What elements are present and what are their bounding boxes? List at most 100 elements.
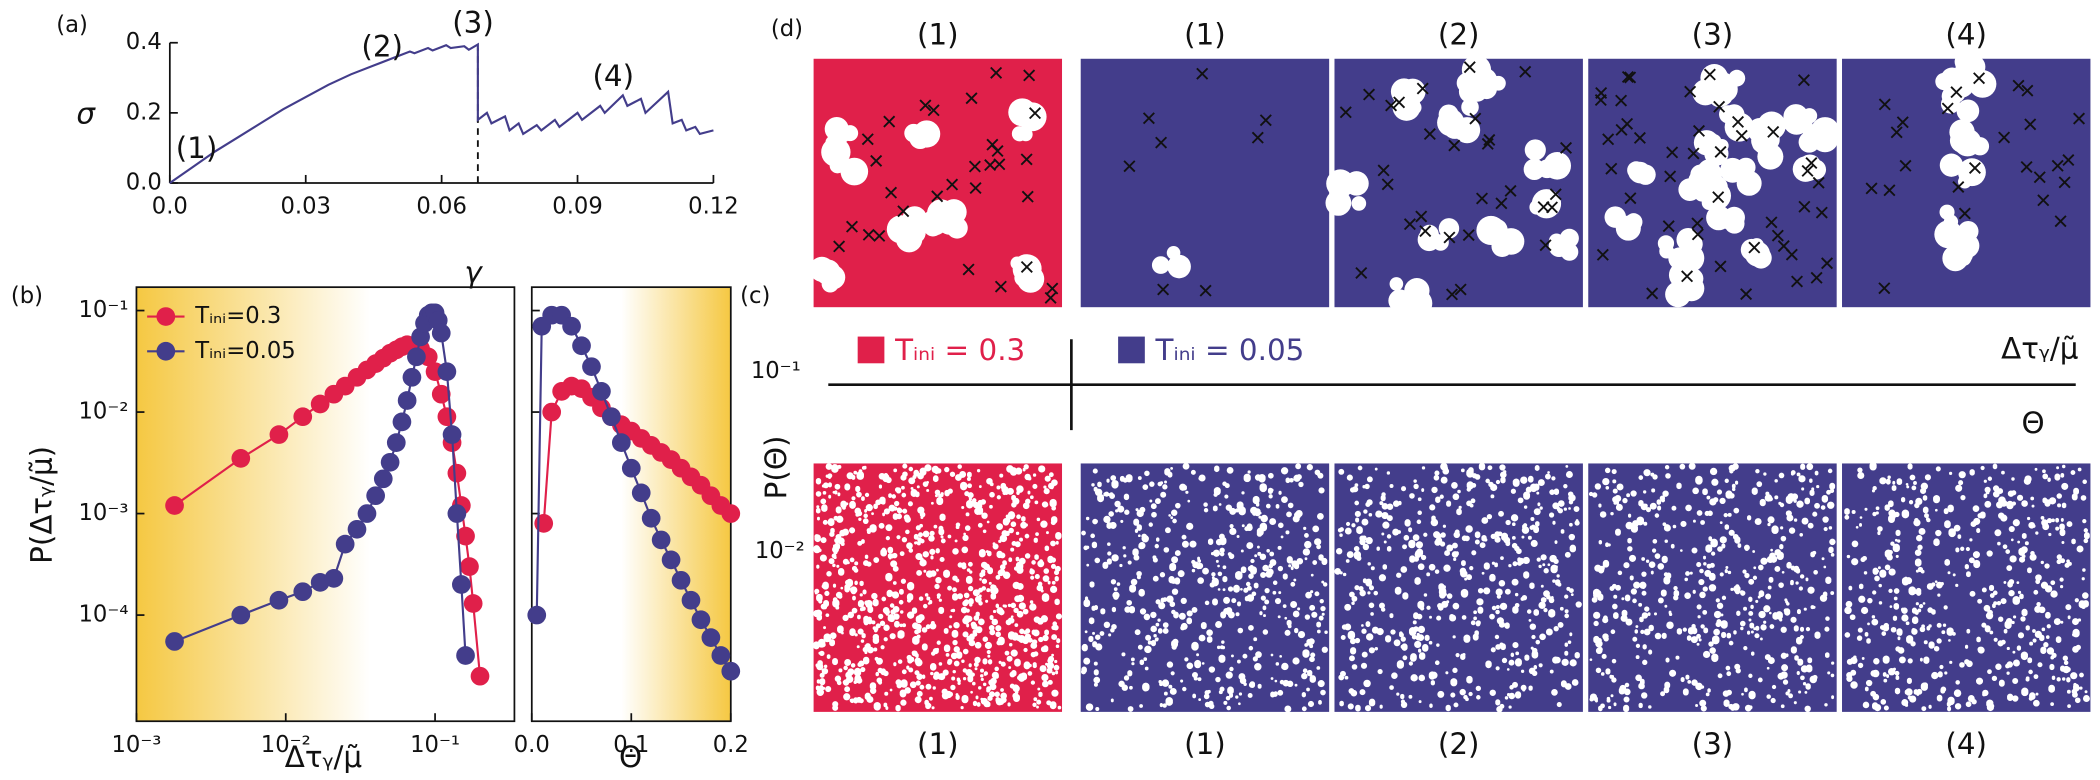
snapshot-void bbox=[1399, 78, 1426, 105]
data-point bbox=[592, 381, 611, 401]
snapshot-cross bbox=[1495, 197, 1508, 210]
snapshot-cross bbox=[1890, 126, 1903, 139]
data-point bbox=[611, 433, 631, 452]
snapshot-void bbox=[1676, 244, 1705, 273]
data-point bbox=[572, 336, 591, 356]
snapshot-cross bbox=[1865, 182, 1878, 195]
data-point bbox=[407, 347, 426, 367]
snapshot-cross bbox=[1416, 82, 1429, 95]
data-point bbox=[357, 504, 377, 523]
data-point bbox=[380, 452, 400, 472]
snapshot-cross bbox=[1259, 114, 1272, 127]
data-point bbox=[402, 367, 422, 387]
legend-label: Tᵢₙᵢ = 0.05 bbox=[1155, 333, 1305, 367]
snapshot-cross bbox=[1805, 157, 1818, 170]
data-point bbox=[442, 425, 462, 444]
data-point bbox=[269, 425, 289, 444]
data-point bbox=[671, 570, 691, 590]
snapshot-void bbox=[1404, 277, 1430, 304]
x-tick-label: 10⁻³ bbox=[111, 732, 161, 758]
snapshot-cross bbox=[1883, 184, 1896, 197]
snapshot-label: (3) bbox=[1692, 727, 1734, 761]
legend-swatch bbox=[1118, 336, 1145, 364]
legend-label: Tᵢₙᵢ=0.3 bbox=[194, 303, 281, 329]
annotation: (1) bbox=[176, 131, 218, 165]
snapshot-cross bbox=[1714, 145, 1727, 158]
snapshot-cross bbox=[1950, 86, 1963, 99]
x-axis-label: Δτᵧ/μ̃ bbox=[285, 740, 362, 774]
snapshot-label: (4) bbox=[1945, 727, 1987, 761]
snapshot-void bbox=[1523, 158, 1546, 181]
snapshot-cross bbox=[1798, 200, 1811, 213]
snapshot-void bbox=[1724, 213, 1745, 234]
data-point bbox=[231, 605, 251, 625]
snapshot-cross bbox=[2021, 84, 2034, 97]
snapshot-cross bbox=[2058, 176, 2071, 189]
data-point bbox=[651, 530, 671, 550]
snapshot-cross bbox=[1363, 88, 1376, 101]
legend-marker bbox=[156, 307, 176, 326]
snapshot-label: (1) bbox=[917, 727, 959, 761]
data-point bbox=[721, 661, 741, 681]
snapshot-cross bbox=[1423, 128, 1436, 141]
data-point bbox=[452, 575, 471, 594]
snapshot-cross bbox=[1777, 240, 1790, 253]
snapshot-cross bbox=[1801, 164, 1814, 177]
data-point bbox=[701, 628, 721, 647]
snapshot-cross bbox=[1339, 106, 1352, 119]
y-axis-label: P(Θ) bbox=[759, 436, 793, 500]
snapshots bbox=[809, 51, 2091, 713]
snapshot-cross bbox=[1684, 85, 1697, 98]
data-point bbox=[460, 557, 479, 576]
snapshot-cross bbox=[1560, 141, 1573, 154]
snapshot-void bbox=[946, 217, 968, 239]
snapshot-cross bbox=[984, 159, 997, 172]
snapshot-cross bbox=[2073, 112, 2086, 125]
snapshot-label: (3) bbox=[1692, 18, 1734, 52]
y-tick-label: 10⁻¹ bbox=[78, 297, 128, 323]
snapshot-cross bbox=[2024, 118, 2037, 131]
snapshot-void bbox=[1750, 247, 1772, 269]
data-point bbox=[386, 433, 406, 452]
snapshot-cross bbox=[1624, 192, 1637, 205]
x-tick-label: 0.09 bbox=[552, 194, 603, 220]
data-point bbox=[456, 526, 475, 546]
snapshot bbox=[1334, 463, 1583, 712]
snapshot-cross bbox=[1443, 231, 1456, 244]
snapshot bbox=[1334, 58, 1583, 308]
snapshot-cross bbox=[1020, 260, 1033, 273]
snapshot-cross bbox=[1481, 137, 1494, 150]
snapshot-cross bbox=[1941, 102, 1954, 115]
plot-frame bbox=[135, 286, 516, 723]
data-point bbox=[231, 448, 251, 468]
tick-label: 10⁻¹ bbox=[751, 358, 801, 384]
snapshot-cross bbox=[1691, 217, 1704, 230]
snapshot-cross bbox=[1142, 112, 1155, 125]
snapshot-cross bbox=[1810, 271, 1823, 284]
data-point bbox=[463, 594, 483, 613]
snapshot-void bbox=[1014, 269, 1032, 287]
snapshot-void bbox=[1736, 157, 1756, 177]
snapshot-cross bbox=[1044, 291, 1057, 304]
background-gradient bbox=[136, 287, 515, 722]
snapshot-cross bbox=[1958, 207, 1971, 220]
data-point bbox=[621, 458, 641, 478]
snapshot-cross bbox=[1712, 191, 1725, 204]
snapshot-cross bbox=[965, 92, 978, 105]
snapshot-cross bbox=[1483, 133, 1496, 146]
panel-label: (d) bbox=[771, 16, 803, 42]
snapshot-void bbox=[1790, 110, 1813, 133]
snapshot-void bbox=[1344, 171, 1369, 196]
snapshot-void bbox=[1351, 196, 1367, 211]
snapshot-cross bbox=[1377, 164, 1390, 177]
data-point bbox=[447, 504, 467, 523]
snapshot-void bbox=[1456, 72, 1477, 94]
snapshot-cross bbox=[1740, 288, 1753, 301]
snapshot-void bbox=[1417, 228, 1441, 252]
snapshot-cross bbox=[861, 133, 874, 146]
data-point bbox=[269, 590, 289, 610]
snapshot-cross bbox=[993, 158, 1006, 171]
snapshot-cross bbox=[1596, 248, 1609, 261]
snapshot-cross bbox=[1797, 74, 1810, 87]
